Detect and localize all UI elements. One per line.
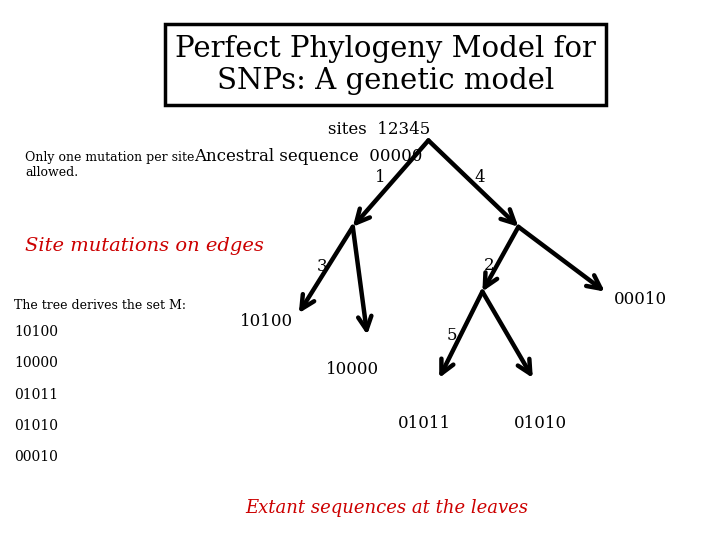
Text: 00010: 00010 bbox=[14, 450, 58, 464]
Text: 3: 3 bbox=[317, 258, 327, 275]
Text: 2: 2 bbox=[485, 257, 495, 274]
Text: 01010: 01010 bbox=[14, 419, 58, 433]
Text: Ancestral sequence  00000: Ancestral sequence 00000 bbox=[194, 148, 423, 165]
Text: 01010: 01010 bbox=[513, 415, 567, 433]
Text: 10100: 10100 bbox=[14, 325, 58, 339]
Text: Perfect Phylogeny Model for
SNPs: A genetic model: Perfect Phylogeny Model for SNPs: A gene… bbox=[175, 35, 595, 95]
Text: 4: 4 bbox=[474, 168, 485, 186]
Text: 10100: 10100 bbox=[240, 313, 293, 330]
Text: Site mutations on edges: Site mutations on edges bbox=[25, 237, 264, 255]
Text: Extant sequences at the leaves: Extant sequences at the leaves bbox=[245, 498, 528, 517]
Text: 10000: 10000 bbox=[14, 356, 58, 370]
Text: 5: 5 bbox=[446, 327, 456, 345]
Text: Only one mutation per site
allowed.: Only one mutation per site allowed. bbox=[25, 151, 194, 179]
Text: 10000: 10000 bbox=[326, 361, 379, 379]
Text: 01011: 01011 bbox=[14, 388, 58, 402]
Text: The tree derives the set M:: The tree derives the set M: bbox=[14, 299, 186, 312]
Text: 01011: 01011 bbox=[398, 415, 451, 433]
Text: 1: 1 bbox=[375, 168, 385, 186]
Text: sites  12345: sites 12345 bbox=[328, 121, 430, 138]
Text: 00010: 00010 bbox=[614, 291, 667, 308]
